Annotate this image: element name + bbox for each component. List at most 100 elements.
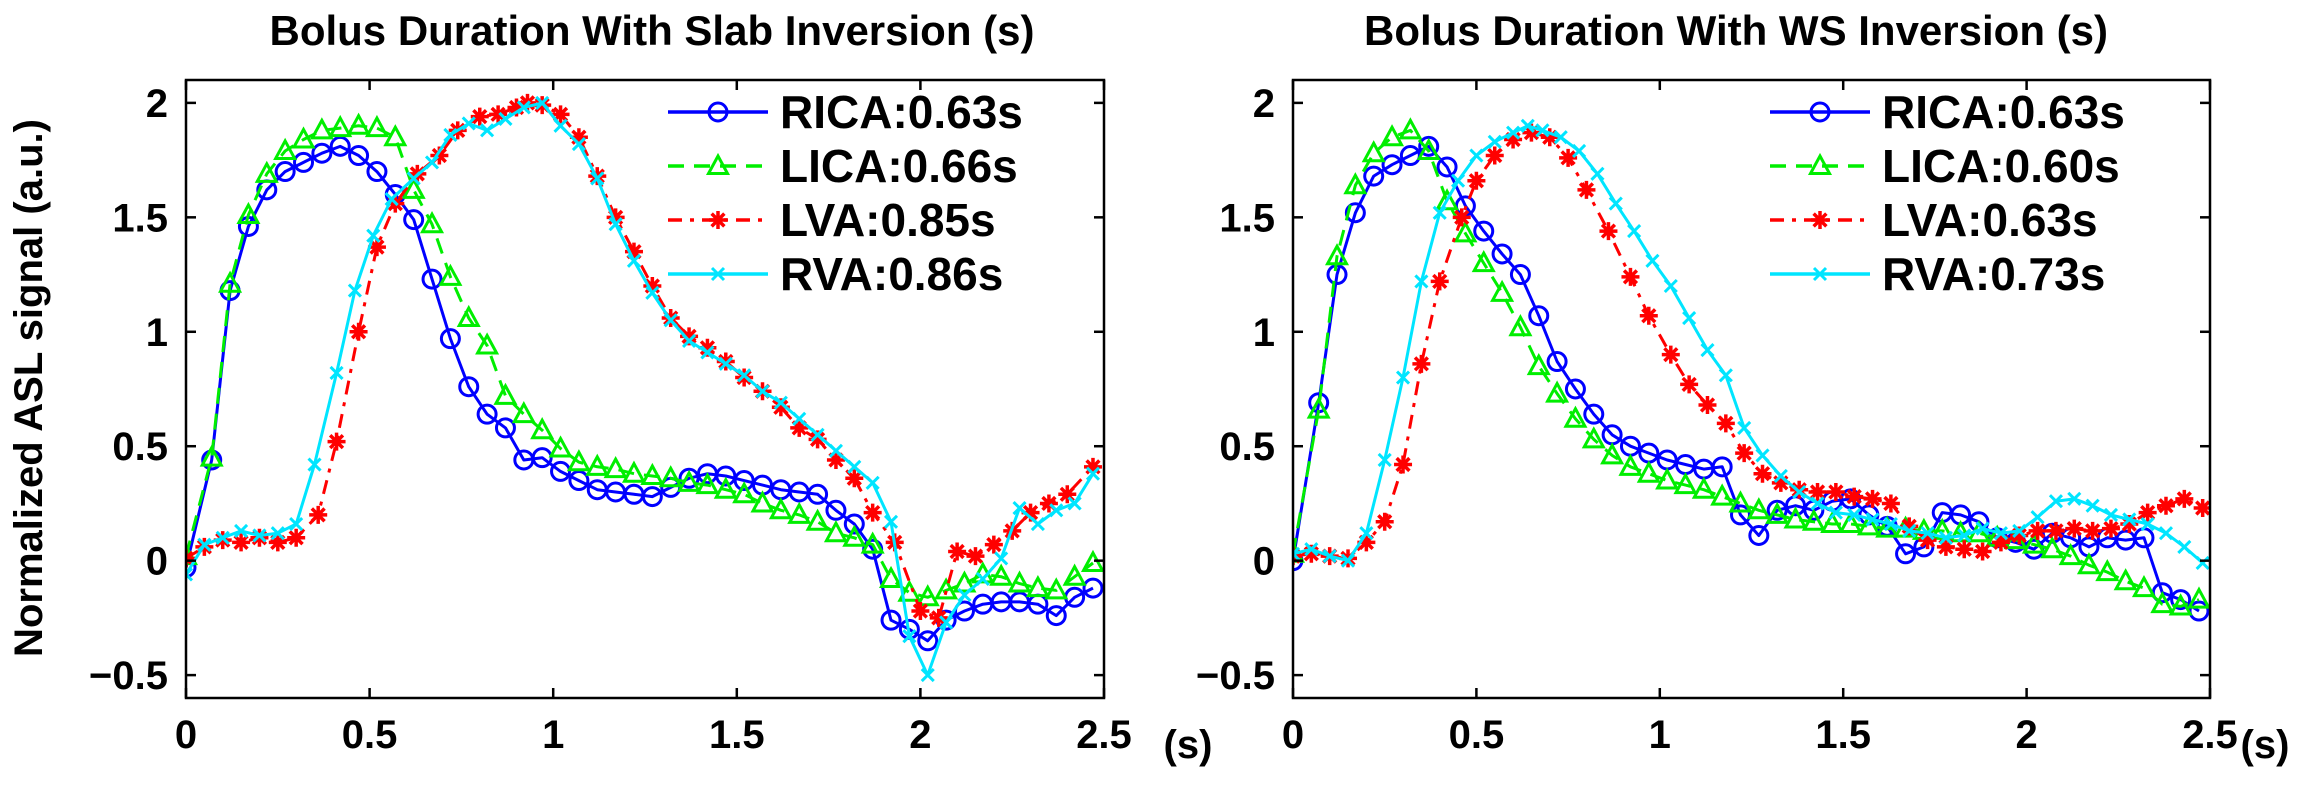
marker-s1-p44 (989, 563, 1014, 586)
marker-s2-p15 (1559, 148, 1578, 167)
marker-s3-p44 (2085, 498, 2100, 513)
marker-s1-p23 (603, 455, 628, 479)
marker-s1-p15 (1563, 405, 1588, 428)
marker-s0-p6 (293, 151, 315, 173)
marker-s3-p4 (1359, 526, 1374, 541)
marker-s1-p25 (1746, 497, 1771, 520)
marker-s3-p24 (1718, 368, 1733, 383)
marker-s2-p40 (929, 608, 948, 627)
marker-s1-p48 (1062, 563, 1087, 586)
left-chart-title: Bolus Duration With Slab Inversion (s) (269, 7, 1034, 54)
marker-s1-p37 (860, 531, 885, 554)
right-chart: Bolus Duration With WS Inversion (s) (s)… (1196, 7, 2289, 767)
marker-s3-p27 (1773, 468, 1788, 484)
marker-s1-p22 (585, 453, 610, 476)
marker-s0-p49 (2188, 600, 2210, 622)
marker-s2-p8 (1430, 272, 1449, 291)
marker-s2-p5 (1375, 512, 1394, 531)
marker-s3-p18 (516, 100, 531, 115)
marker-s3-p41 (939, 615, 954, 630)
marker-s2-p41 (2046, 521, 2065, 540)
marker-s1-p40 (2021, 531, 2046, 554)
marker-s0-p49 (1082, 577, 1104, 599)
marker-s2-p1 (1302, 544, 1321, 563)
marker-s1-p38 (879, 565, 904, 588)
marker-s1-p45 (2113, 568, 2138, 591)
marker-s1-p26 (658, 465, 683, 488)
y-tick-label: 2 (1253, 82, 1275, 126)
marker-s1-p1 (199, 444, 224, 467)
marker-s3-p6 (1395, 370, 1411, 385)
marker-s2-p13 (430, 146, 449, 165)
marker-s2-p14 (1540, 128, 1559, 147)
marker-s1-p23 (1710, 483, 1735, 506)
marker-s3-p29 (1810, 496, 1825, 511)
marker-s1-p6 (291, 126, 316, 149)
marker-s2-p23 (1716, 414, 1735, 433)
marker-s0-p17 (494, 417, 516, 439)
marker-s0-p10 (366, 161, 388, 183)
marker-s3-p1 (197, 537, 212, 552)
marker-s2-p2 (213, 531, 232, 550)
marker-s3-p0 (186, 567, 194, 582)
marker-s2-p36 (1955, 540, 1974, 559)
marker-s3-p20 (1645, 253, 1660, 268)
marker-s1-p35 (823, 520, 848, 543)
marker-s0-p33 (1895, 543, 1917, 565)
marker-s1-p32 (768, 497, 793, 520)
marker-s0-p36 (843, 513, 865, 535)
marker-s2-p13 (1522, 123, 1541, 142)
marker-s2-p39 (2010, 526, 2029, 545)
marker-s2-p34 (808, 430, 827, 449)
marker-s3-p9 (347, 283, 362, 298)
marker-s1-p27 (677, 469, 702, 492)
marker-s3-p16 (1572, 143, 1587, 159)
marker-s3-p47 (2140, 516, 2155, 532)
marker-s1-p20 (1655, 467, 1680, 490)
marker-s3-p42 (2048, 494, 2064, 509)
axes-box (1291, 78, 2212, 700)
marker-s1-p42 (2058, 542, 2083, 566)
marker-s2-p35 (826, 450, 845, 469)
marker-s0-p13 (1528, 305, 1550, 327)
marker-s2-p32 (771, 398, 790, 417)
marker-s2-p42 (966, 547, 985, 566)
marker-s2-p28 (698, 338, 717, 357)
left-chart-xlabel: (s) (1164, 723, 1213, 767)
marker-s1-p20 (548, 435, 573, 458)
marker-s0-p5 (274, 161, 296, 183)
marker-s1-p30 (732, 481, 757, 504)
marker-s1-p18 (1618, 453, 1643, 476)
marker-s2-p17 (1599, 222, 1618, 241)
marker-s2-p27 (680, 327, 699, 346)
marker-s3-p37 (865, 475, 880, 490)
marker-s2-p48 (2175, 489, 2194, 508)
legend-label-1: LICA:0.60s (1882, 140, 2120, 192)
marker-s3-p1 (1304, 542, 1319, 557)
marker-s0-p16 (1583, 403, 1605, 425)
marker-s0-p3 (1344, 202, 1366, 224)
marker-s1-p49 (2186, 586, 2210, 609)
marker-s1-p14 (1545, 380, 1570, 403)
marker-s2-p7 (1412, 354, 1431, 373)
marker-s1-p31 (750, 490, 775, 513)
marker-s1-p7 (1416, 137, 1441, 160)
marker-s1-p46 (2131, 574, 2157, 598)
marker-s2-p45 (2120, 515, 2139, 534)
marker-s2-p17 (507, 98, 526, 117)
right-chart-xlabel: (s) (2241, 723, 2290, 767)
marker-s0-p34 (807, 483, 829, 505)
marker-s2-p10 (1467, 171, 1486, 190)
marker-s1-p8 (328, 114, 353, 138)
marker-s1-p27 (1783, 506, 1808, 529)
marker-s3-p12 (1506, 125, 1521, 140)
marker-s3-p11 (1487, 134, 1502, 149)
marker-s1-p26 (1765, 501, 1790, 524)
marker-s2-p33 (1900, 517, 1919, 536)
marker-s3-p18 (1608, 196, 1623, 211)
marker-s3-p34 (1902, 523, 1917, 538)
marker-s0-p20 (550, 460, 572, 482)
marker-s1-p16 (1581, 426, 1606, 449)
marker-s2-p37 (1973, 542, 1992, 561)
marker-s2-p23 (606, 208, 625, 227)
